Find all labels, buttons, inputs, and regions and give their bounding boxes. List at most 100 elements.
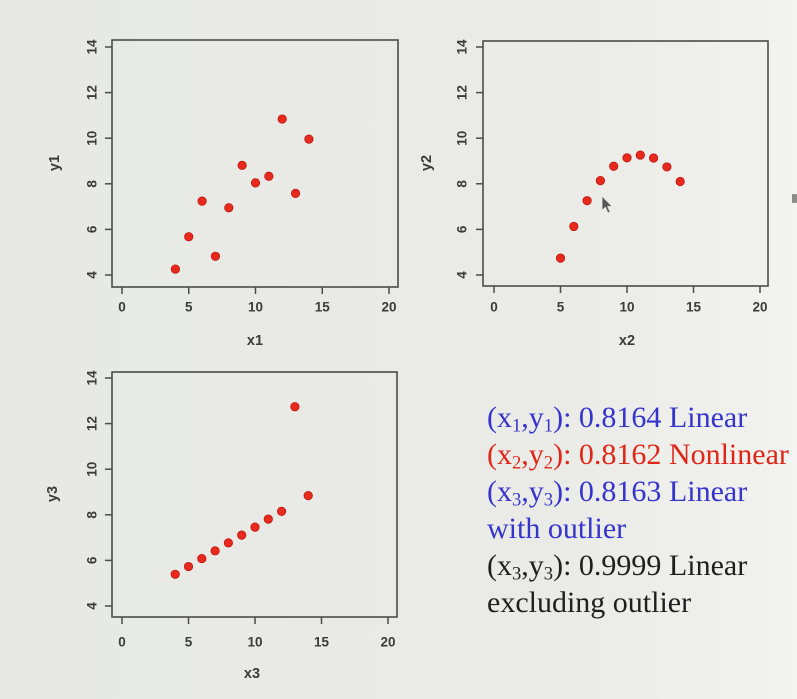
data-point	[170, 569, 180, 579]
x-tick-label: 15	[314, 635, 330, 650]
y-tick-label: 6	[85, 556, 100, 564]
data-point	[263, 514, 273, 524]
data-point	[223, 538, 233, 548]
y-tick-label: 12	[85, 416, 100, 431]
annotation-subscript: 2	[543, 452, 554, 474]
data-point	[276, 506, 287, 516]
y-tick-label: 4	[85, 271, 100, 279]
x-tick-label: 5	[185, 300, 193, 315]
plot-frame	[482, 40, 769, 287]
x-tick-label: 0	[118, 300, 126, 315]
annotation-subscript: 2	[512, 452, 522, 474]
data-point	[250, 178, 261, 188]
x-tick-label: 5	[557, 300, 565, 315]
annotation-segment: ): 0.8163 Linear	[553, 475, 748, 508]
y-tick-label: 14	[455, 39, 470, 55]
data-point	[303, 491, 313, 501]
annotation-segment: ,y	[521, 549, 544, 582]
x-tick-label: 15	[686, 300, 702, 315]
annotation-subscript: 3	[543, 489, 554, 511]
data-point	[609, 161, 619, 171]
x-tick-label: 20	[381, 300, 396, 315]
x-tick-label: 0	[118, 635, 126, 650]
y-tick-label: 8	[85, 180, 100, 188]
x-tick-label: 20	[380, 635, 395, 650]
annotation-segment: excluding outlier	[487, 586, 692, 619]
data-point	[662, 162, 672, 172]
plot-frame	[111, 39, 399, 288]
data-point	[635, 150, 645, 160]
annotation-segment: with outlier	[487, 512, 627, 545]
annotation-line: with outlier	[487, 510, 792, 547]
annotation-segment: (x	[487, 438, 512, 471]
annotation-line: (x3,y3): 0.9999 Linear	[487, 547, 792, 584]
x-tick-label: 10	[619, 300, 634, 315]
y-axis-label: y2	[419, 155, 435, 171]
data-point	[569, 221, 579, 232]
data-point	[582, 196, 592, 206]
data-point	[277, 114, 287, 124]
data-point	[290, 402, 300, 412]
x-axis-label: x1	[247, 333, 263, 349]
data-point	[197, 553, 207, 564]
annotation-line: (x3,y3): 0.8163 Linear	[487, 473, 792, 510]
x-tick-label: 5	[185, 635, 193, 650]
scatter-plot-x1: 0 5 10 15 20 4 6 8 10 12 14 x1 y1	[47, 39, 399, 349]
data-point	[304, 134, 314, 144]
y-tick-label: 6	[455, 225, 470, 233]
x-tick-label: 20	[752, 300, 767, 315]
data-point	[224, 203, 234, 213]
scatter-plot-x3: 0 5 10 15 20 4 6 8 10 12 14 x3 y3	[45, 370, 398, 682]
y-tick-label: 4	[455, 271, 470, 279]
data-point	[555, 253, 566, 263]
y-tick-label: 10	[455, 131, 470, 146]
data-point	[197, 196, 207, 206]
data-point	[675, 176, 685, 187]
annotation-line: (x2,y2): 0.8162 Nonlinear	[487, 436, 792, 473]
data-point	[595, 176, 606, 186]
data-point	[250, 522, 260, 532]
x-tick-label: 0	[490, 300, 498, 315]
data-point	[184, 232, 194, 242]
mouse-cursor-icon	[601, 196, 614, 214]
y-tick-label: 12	[455, 85, 470, 100]
y-tick-label: 12	[85, 85, 100, 100]
x-tick-label: 15	[315, 300, 331, 315]
y-tick-label: 10	[85, 131, 100, 146]
right-edge-mark	[792, 194, 797, 203]
data-point	[170, 264, 180, 274]
annotation-segment: ): 0.9999 Linear	[553, 549, 748, 582]
annotation-segment: ): 0.8162 Nonlinear	[553, 438, 789, 471]
annotation-subscript: 3	[512, 563, 522, 585]
annotation-segment: (x	[487, 475, 512, 508]
annotation-line: excluding outlier	[487, 584, 792, 621]
correlation-annotations: (x1,y1): 0.8164 Linear (x2,y2): 0.8162 No…	[487, 399, 792, 621]
data-point	[648, 153, 659, 163]
annotation-segment: ,y	[521, 438, 544, 471]
x-axis-label: x2	[619, 333, 635, 349]
annotation-segment: (x	[487, 549, 512, 582]
data-point	[264, 171, 274, 181]
x-tick-label: 10	[247, 635, 262, 650]
x-tick-label: 10	[248, 300, 263, 315]
y-tick-label: 8	[455, 180, 470, 188]
y-tick-label: 8	[85, 511, 100, 519]
annotation-line: (x1,y1): 0.8164 Linear	[487, 399, 792, 436]
annotation-subscript: 3	[543, 563, 554, 585]
plot-frame	[111, 371, 398, 618]
annotation-subscript: 3	[512, 489, 522, 511]
annotation-segment: ,y	[521, 475, 544, 508]
y-axis-label: y1	[47, 155, 63, 171]
y-tick-label: 4	[85, 602, 100, 610]
data-point	[622, 153, 632, 163]
data-point	[210, 251, 221, 261]
data-point	[237, 160, 247, 170]
annotation-segment: ,y	[521, 401, 544, 434]
data-point	[183, 561, 194, 572]
annotation-subscript: 1	[512, 415, 522, 437]
y-tick-label: 14	[85, 39, 100, 55]
y-tick-label: 14	[85, 370, 100, 386]
data-point	[290, 188, 301, 198]
